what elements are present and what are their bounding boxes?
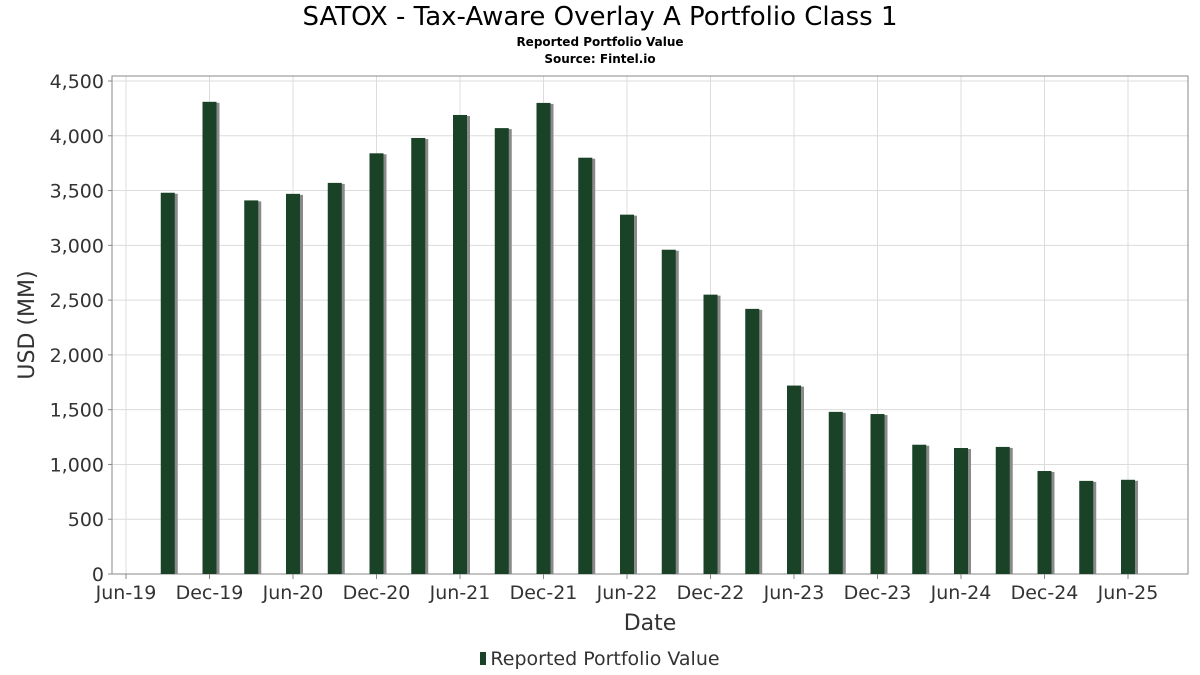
legend-label: Reported Portfolio Value [490,648,720,670]
bar-Dec-20[interactable] [369,153,384,574]
plot-area [111,75,1189,575]
x-tick-label: Jun-22 [596,582,658,604]
x-tick-label: Jun-25 [1097,582,1159,604]
x-tick-label: Dec-20 [343,582,411,604]
legend-swatch [480,652,487,665]
chart-title: SATOX - Tax-Aware Overlay A Portfolio Cl… [302,2,898,32]
legend: Reported Portfolio Value [0,648,1200,670]
bar-Jun-22[interactable] [620,214,634,574]
x-tick-label: Dec-22 [677,582,745,604]
bar-Jun-25[interactable] [1121,479,1135,574]
y-tick-label: 0 [92,564,104,586]
bar-Dec-19[interactable] [202,101,217,574]
y-tick-label: 4,000 [50,126,104,148]
bar-Mar-24[interactable] [912,444,927,574]
bar-Sep-19[interactable] [160,192,175,574]
x-tick-label: Jun-20 [262,582,324,604]
y-tick-label: 1,000 [50,454,104,476]
bar-Jun-21[interactable] [453,114,467,574]
x-axis-label: Date [624,611,677,636]
bar-Sep-20[interactable] [327,182,342,575]
x-tick-label: Dec-23 [844,582,912,604]
x-tick-label: Jun-21 [429,582,491,604]
x-tick-label: Dec-24 [1011,582,1079,604]
bar-Mar-22[interactable] [578,157,593,574]
bar-Dec-23[interactable] [870,414,885,574]
bar-Dec-24[interactable] [1037,471,1052,574]
chart-source: Source: Fintel.io [544,52,656,66]
y-tick-label: 2,000 [50,345,104,367]
bar-Sep-24[interactable] [995,446,1010,574]
x-tick-label: Dec-19 [176,582,244,604]
y-tick-label: 500 [68,509,104,531]
bar-Dec-22[interactable] [703,294,718,574]
bar-Sep-23[interactable] [828,411,843,574]
bar-Mar-20[interactable] [244,200,259,574]
bars [160,101,1138,575]
x-tick-label: Jun-24 [930,582,992,604]
bar-Jun-24[interactable] [954,448,968,574]
bar-Mar-21[interactable] [411,137,426,575]
x-tick-label: Jun-23 [763,582,825,604]
y-tick-label: 4,500 [50,71,104,93]
bar-Mar-23[interactable] [745,308,760,574]
y-axis-label: USD (MM) [15,270,40,379]
y-tick-label: 2,500 [50,290,104,312]
bar-Sep-22[interactable] [661,249,676,574]
chart-subtitle: Reported Portfolio Value [516,35,684,49]
y-tick-label: 1,500 [50,400,104,422]
bar-Jun-20[interactable] [286,193,300,574]
y-tick-label: 3,000 [50,235,104,257]
y-axis-ticks: 0 500 1,000 1,500 2,000 2,500 3,000 3,500 4,000 4… [50,71,112,586]
x-tick-label: Jun-19 [95,582,157,604]
bar-Jun-23[interactable] [787,385,801,574]
x-tick-label: Dec-21 [510,582,578,604]
grid-lines [112,76,1188,575]
bar-Dec-21[interactable] [536,102,551,575]
bar-Mar-25[interactable] [1079,480,1094,574]
bar-Sep-21[interactable] [494,128,509,574]
x-axis-ticks: Jun-19 Dec-19 Jun-20 Dec-20 Jun-21 Dec-21 Jun-… [95,574,1159,604]
y-tick-label: 3,500 [50,181,104,203]
